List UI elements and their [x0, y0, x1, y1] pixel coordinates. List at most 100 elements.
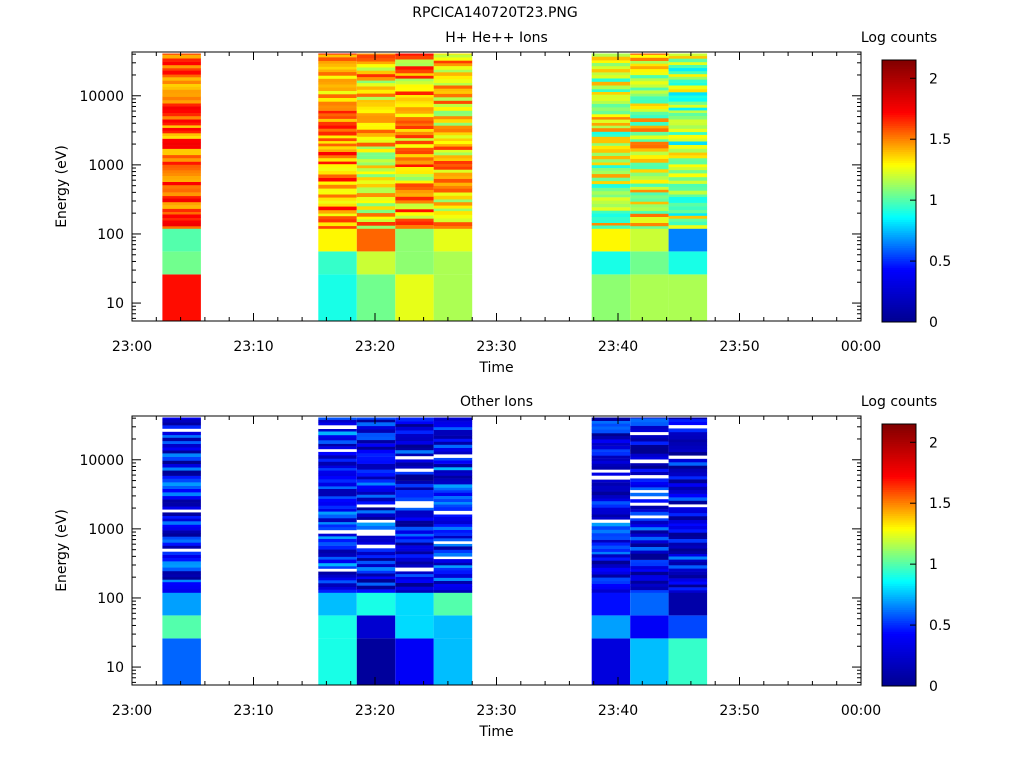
heatmap-cell — [356, 228, 396, 252]
colorbar: 0 0.5 1 1.5 2 Log counts — [861, 394, 951, 695]
heatmap-cell — [591, 551, 631, 555]
y-axis: 10 100 1000 10000 Energy (eV) — [54, 417, 861, 683]
heatmap-cell — [591, 592, 631, 616]
colorbar-swatch — [882, 289, 916, 292]
heatmap-cell — [356, 176, 396, 181]
heatmap-cell — [630, 125, 669, 129]
heatmap-cell — [162, 502, 201, 507]
heatmap-cell — [668, 448, 708, 453]
colorbar-swatch — [882, 498, 916, 501]
heatmap-cell — [162, 579, 201, 583]
colorbar-swatch — [882, 239, 916, 242]
heatmap-cell — [668, 76, 708, 80]
heatmap-cell — [356, 570, 396, 574]
heatmap-cell — [318, 443, 357, 447]
heatmap-cell — [668, 158, 708, 162]
colorbar-swatch — [882, 118, 916, 122]
heatmap-cell — [395, 106, 434, 111]
colorbar-tick-label: 0 — [929, 679, 938, 695]
heatmap-cell — [318, 501, 357, 506]
heatmap-cell — [668, 91, 708, 96]
heatmap-cell — [630, 553, 669, 557]
sweep-4 — [395, 53, 434, 321]
colorbar-swatch — [882, 212, 916, 216]
heatmap-cell — [162, 161, 201, 165]
heatmap-cell — [162, 463, 201, 468]
colorbar-frame — [881, 423, 917, 687]
heatmap-cell — [630, 87, 669, 91]
colorbar-swatch — [882, 134, 916, 137]
heatmap-cell — [433, 169, 473, 173]
heatmap-cell — [433, 549, 473, 553]
heatmap-cell — [356, 544, 396, 549]
heatmap-cell — [318, 505, 357, 509]
heatmap-cell — [668, 89, 708, 93]
heatmap-cell — [162, 133, 201, 136]
heatmap-cell — [395, 548, 434, 552]
heatmap-cell — [318, 225, 357, 229]
heatmap-cell — [356, 443, 396, 447]
colorbar-swatch — [882, 640, 916, 643]
heatmap-cell — [433, 495, 473, 499]
colorbar-swatch — [882, 304, 916, 308]
heatmap-cell — [591, 554, 631, 558]
heatmap-cell — [591, 463, 631, 467]
heatmap-cell — [395, 180, 434, 184]
heatmap-cell — [433, 128, 473, 133]
colorbar-swatch — [882, 679, 916, 683]
colorbar-swatch — [882, 241, 916, 244]
heatmap-cell — [630, 543, 669, 547]
heatmap-cell — [162, 77, 201, 81]
colorbar-swatch — [882, 526, 916, 530]
heatmap-cell — [591, 72, 631, 76]
heatmap-cell — [630, 463, 669, 466]
heatmap-cell — [356, 436, 396, 441]
heatmap-cell — [630, 586, 669, 591]
heatmap-cell — [591, 589, 631, 593]
heatmap-cell — [668, 186, 708, 191]
heatmap-cell — [395, 513, 434, 518]
heatmap-cell — [433, 484, 473, 488]
colorbar-swatch — [882, 199, 916, 203]
heatmap-cell — [591, 98, 631, 101]
heatmap-cell — [356, 488, 396, 492]
heatmap-cell — [356, 58, 396, 62]
heatmap-cell — [395, 209, 434, 213]
heatmap-cell — [668, 196, 708, 200]
heatmap-cell — [668, 202, 708, 207]
heatmap-cell — [591, 526, 631, 530]
heatmap-cell — [318, 451, 357, 456]
heatmap-cell — [162, 61, 201, 66]
heatmap-cell — [433, 556, 473, 560]
heatmap-cell — [162, 175, 201, 180]
heatmap-cell — [356, 522, 396, 526]
colorbar-swatch — [882, 496, 916, 499]
heatmap-cell — [356, 196, 396, 201]
heatmap-cell — [630, 111, 669, 116]
heatmap-cell — [356, 102, 396, 107]
colorbar-swatch — [882, 555, 916, 558]
heatmap-cell — [630, 105, 669, 109]
heatmap-cell — [630, 540, 669, 544]
heatmap-cell — [318, 508, 357, 512]
heatmap-cell — [395, 143, 434, 148]
heatmap-cell — [433, 228, 473, 252]
heatmap-cell — [630, 615, 669, 639]
colorbar-swatch — [882, 252, 916, 255]
colorbar-swatch — [882, 228, 916, 231]
heatmap-cell — [668, 559, 708, 563]
heatmap-cell — [395, 493, 434, 498]
heatmap-cell — [318, 203, 357, 207]
heatmap-cell — [395, 500, 434, 505]
heatmap-cell — [318, 475, 357, 480]
heatmap-cell — [630, 228, 669, 252]
heatmap-cell — [395, 55, 434, 60]
heatmap-cell — [318, 66, 357, 70]
colorbar-swatch — [882, 127, 916, 131]
colorbar-swatch — [882, 145, 916, 148]
colorbar-swatch — [882, 206, 916, 209]
heatmap-cell — [433, 100, 473, 104]
colorbar-swatch — [882, 598, 916, 602]
heatmap-cell — [591, 577, 631, 582]
heatmap-cell — [318, 210, 357, 214]
